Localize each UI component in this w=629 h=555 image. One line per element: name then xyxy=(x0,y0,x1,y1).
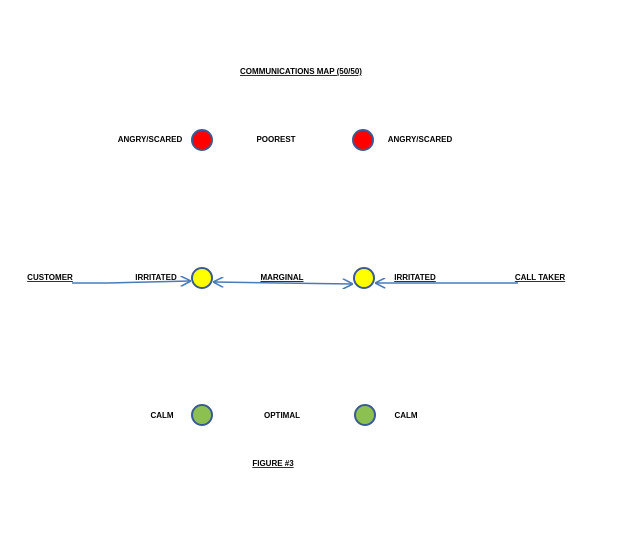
state-circle xyxy=(191,129,213,151)
row-label: OPTIMAL xyxy=(264,411,300,420)
row-label: ANGRY/SCARED xyxy=(388,135,453,144)
endpoint-label: CUSTOMER xyxy=(27,273,73,282)
state-circle xyxy=(354,404,376,426)
row-label: POOREST xyxy=(256,135,295,144)
state-circle xyxy=(352,129,374,151)
arrow xyxy=(214,282,352,284)
state-circle xyxy=(353,267,375,289)
row-label: CALM xyxy=(150,411,173,420)
row-label: ANGRY/SCARED xyxy=(118,135,183,144)
row-label: IRRITATED xyxy=(135,273,177,282)
title: COMMUNICATIONS MAP (50/50) xyxy=(240,67,362,76)
row-label: CALM xyxy=(394,411,417,420)
endpoint-label: CALL TAKER xyxy=(515,273,566,282)
row-label: IRRITATED xyxy=(394,273,436,282)
state-circle xyxy=(191,404,213,426)
row-label: MARGINAL xyxy=(260,273,303,282)
state-circle xyxy=(191,267,213,289)
caption: FIGURE #3 xyxy=(252,459,294,468)
arrow xyxy=(72,281,190,283)
